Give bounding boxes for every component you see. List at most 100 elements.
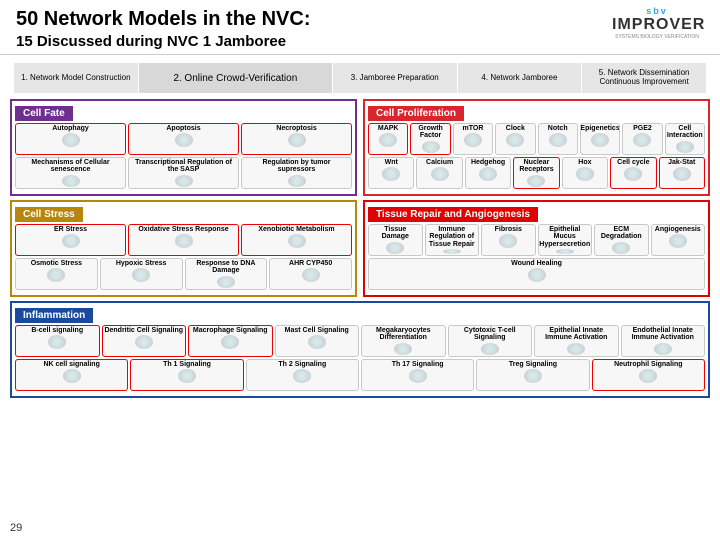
model-glyph-icon — [221, 335, 239, 349]
model-glyph-icon — [624, 167, 642, 181]
model-glyph-icon — [669, 234, 687, 248]
model-row: Tissue DamageImmune Regulation of Tissue… — [368, 224, 705, 256]
model-label: Oxidative Stress Response — [138, 226, 228, 233]
model-glyph-icon — [302, 268, 320, 282]
sections-container: Cell FateAutophagyApoptosisNecroptosisMe… — [0, 99, 720, 398]
process-step: 2. Online Crowd-Verification — [139, 63, 333, 93]
section-header: Inflammation — [15, 308, 93, 323]
model-label: Hypoxic Stress — [116, 260, 167, 267]
model-item: NK cell signaling — [15, 359, 128, 391]
model-glyph-icon — [382, 167, 400, 181]
model-item: Clock — [495, 123, 535, 155]
model-glyph-icon — [62, 234, 80, 248]
model-item: Fibrosis — [481, 224, 536, 256]
process-step: 4. Network Jamboree — [458, 63, 583, 93]
model-label: Clock — [506, 125, 525, 132]
model-item: Epithelial Innate Immune Activation — [534, 325, 619, 357]
model-label: Mechanisms of Cellular senescence — [17, 159, 124, 174]
model-glyph-icon — [481, 343, 499, 355]
model-item: Angiogenesis — [651, 224, 706, 256]
model-glyph-icon — [633, 133, 651, 147]
model-label: Xenobiotic Metabolism — [258, 226, 334, 233]
model-item: Growth Factor — [410, 123, 450, 155]
model-item: Autophagy — [15, 123, 126, 155]
model-item: Cell cycle — [610, 157, 656, 189]
model-glyph-icon — [528, 268, 546, 282]
model-glyph-icon — [63, 369, 81, 383]
model-label: Osmotic Stress — [31, 260, 82, 267]
section-tissue-repair-and-angiogenesis: Tissue Repair and Angiogenesis Tissue Dam… — [363, 200, 710, 297]
model-item: Cell Interaction — [665, 123, 705, 155]
model-item: Macrophage Signaling — [188, 325, 273, 357]
model-label: Notch — [548, 125, 568, 132]
logo-top-text: sbv — [612, 6, 702, 16]
model-item: Mast Cell Signaling — [275, 325, 360, 357]
model-label: Epithelial Mucus Hypersecretion — [539, 226, 590, 248]
slide-subtitle: 15 Discussed during NVC 1 Jamboree — [16, 33, 704, 50]
model-item: Neutrophil Signaling — [592, 359, 705, 391]
model-glyph-icon — [422, 141, 440, 153]
model-label: Epigenetics — [580, 125, 619, 132]
model-row: NK cell signaling Th 1 Signaling Th 2 Sign… — [15, 359, 705, 391]
model-label: Dendritic Cell Signaling — [104, 327, 183, 334]
model-label: Angiogenesis — [655, 226, 701, 233]
section-header: Tissue Repair and Angiogenesis — [368, 207, 538, 222]
section-cell-stress: Cell StressER StressOxidative Stress Res… — [10, 200, 357, 297]
model-item: Epithelial Mucus Hypersecretion — [538, 224, 593, 256]
model-item: Necroptosis — [241, 123, 352, 155]
model-glyph-icon — [394, 343, 412, 355]
model-item: Epigenetics — [580, 123, 620, 155]
model-row: Wound Healing — [368, 258, 705, 290]
model-glyph-icon — [549, 133, 567, 147]
slide-title: 50 Network Models in the NVC: — [16, 8, 704, 31]
model-label: Immune Regulation of Tissue Repair — [427, 226, 478, 248]
model-item: Immune Regulation of Tissue Repair — [425, 224, 480, 256]
model-label: Th 1 Signaling — [163, 361, 211, 368]
model-item: Calcium — [416, 157, 462, 189]
model-label: Neutrophil Signaling — [614, 361, 682, 368]
logo-sub-text: SYSTEMS BIOLOGY VERIFICATION — [612, 34, 702, 40]
model-glyph-icon — [379, 133, 397, 147]
model-item: Hox — [562, 157, 608, 189]
model-label: Nuclear Receptors — [515, 159, 557, 174]
model-label: Megakaryocytes Differentiation — [363, 327, 444, 342]
model-item: Th 1 Signaling — [130, 359, 243, 391]
model-label: ECM Degradation — [596, 226, 647, 241]
model-label: NK cell signaling — [43, 361, 99, 368]
model-glyph-icon — [676, 141, 694, 153]
model-item: Th 2 Signaling — [246, 359, 359, 391]
model-label: Mast Cell Signaling — [285, 327, 349, 334]
sbv-logo: sbv IMPROVER SYSTEMS BIOLOGY VERIFICATIO… — [612, 6, 702, 46]
model-label: MAPK — [378, 125, 399, 132]
process-step: 5. Network Dissemination Continuous Impr… — [582, 63, 706, 93]
model-glyph-icon — [464, 133, 482, 147]
model-item: MAPK — [368, 123, 408, 155]
model-label: AHR CYP450 — [289, 260, 332, 267]
model-label: Wnt — [385, 159, 398, 166]
model-item: mTOR — [453, 123, 493, 155]
model-item: Cytotoxic T-cell Signaling — [448, 325, 533, 357]
model-label: Treg Signaling — [509, 361, 557, 368]
section-inflammation: Inflammation B-cell signaling Dendritic Ce… — [10, 301, 710, 398]
process-step: 3. Jamboree Preparation — [333, 63, 458, 93]
model-label: Fibrosis — [495, 226, 522, 233]
model-glyph-icon — [431, 167, 449, 181]
model-label: Jak-Stat — [668, 159, 695, 166]
model-glyph-icon — [612, 242, 630, 254]
model-item: Wound Healing — [368, 258, 705, 290]
model-item: Hypoxic Stress — [100, 258, 183, 290]
model-glyph-icon — [288, 175, 306, 187]
model-label: Endothelial Innate Immune Activation — [623, 327, 704, 342]
model-item: B-cell signaling — [15, 325, 100, 357]
model-label: B-cell signaling — [31, 327, 83, 334]
section-cell-proliferation: Cell ProliferationMAPKGrowth FactormTORC… — [363, 99, 710, 196]
model-item: Response to DNA Damage — [185, 258, 268, 290]
model-label: Transcriptional Regulation of the SASP — [130, 159, 237, 174]
model-item: ECM Degradation — [594, 224, 649, 256]
model-item: Megakaryocytes Differentiation — [361, 325, 446, 357]
model-label: Calcium — [426, 159, 453, 166]
section-header: Cell Proliferation — [368, 106, 464, 121]
model-label: Hox — [578, 159, 591, 166]
model-item: Th 17 Signaling — [361, 359, 474, 391]
model-label: Response to DNA Damage — [187, 260, 266, 275]
